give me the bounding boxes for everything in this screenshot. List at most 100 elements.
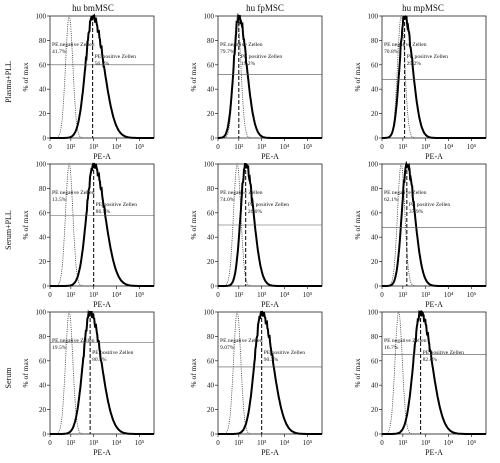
y-tick-label: 0 — [211, 283, 215, 291]
y-axis-label: % of max — [353, 358, 362, 387]
y-tick-label: 100 — [368, 13, 379, 21]
x-tick-label: 10⁵ — [467, 439, 477, 447]
x-tick-label: 10² — [234, 439, 243, 447]
y-tick-label: 0 — [375, 135, 379, 143]
gate-positive-percent: 90.3% — [264, 357, 279, 363]
y-tick-label: 0 — [43, 431, 47, 439]
x-axis-label: PE-A — [93, 152, 111, 161]
histogram-panel: 0 20 40 60 80 100 0 10² 10³ 10⁴ 10⁵ % of max PE-A PE … — [189, 13, 323, 161]
x-tick-label: 0 — [216, 291, 220, 299]
gate-negative-label: PE negative Zellen — [384, 338, 427, 344]
x-tick-label: 10² — [234, 143, 243, 151]
x-tick-label: 10⁵ — [135, 291, 145, 299]
y-axis-label: % of max — [353, 62, 362, 91]
gate-negative-percent: 62.1% — [384, 197, 399, 203]
histogram-panel: 0 20 40 60 80 100 0 10² 10³ 10⁴ 10⁵ % of max PE-A PE … — [21, 13, 155, 161]
column-title-bmmsc: hu bmMSC — [72, 3, 114, 13]
column-title-fpmsc: hu fpMSC — [246, 3, 284, 13]
histogram-panel: 0 20 40 60 80 100 0 10² 10³ 10⁴ 10⁵ % of max PE-A PE … — [353, 160, 487, 309]
gate-negative-label: PE negative Zellen — [384, 42, 427, 48]
stained-histogram-curve — [382, 160, 486, 287]
gate-positive-percent: 26.0% — [248, 209, 263, 215]
y-tick-label: 60 — [39, 61, 47, 69]
histogram-panel: 0 20 40 60 80 100 0 10² 10³ 10⁴ 10⁵ % of max PE-A PE … — [21, 161, 155, 309]
y-tick-label: 60 — [39, 209, 47, 217]
gate-negative-label: PE negative Zellen — [220, 190, 263, 196]
y-tick-label: 60 — [371, 357, 379, 365]
gate-positive-percent: 82.4% — [423, 357, 438, 363]
x-tick-label: 10⁵ — [303, 143, 313, 151]
x-tick-label: 10⁴ — [112, 291, 122, 299]
x-tick-label: 10² — [398, 291, 407, 299]
stained-histogram-curve — [50, 13, 154, 139]
gate-positive-label: PE positive Zellen — [96, 202, 138, 208]
y-axis-label: % of max — [353, 210, 362, 239]
y-tick-label: 100 — [204, 161, 215, 169]
x-axis-label: PE-A — [93, 300, 111, 309]
x-tick-label: 0 — [216, 143, 220, 151]
histogram-panel: 0 20 40 60 80 100 0 10² 10³ 10⁴ 10⁵ % of max PE-A PE … — [353, 13, 487, 161]
y-tick-label: 80 — [39, 185, 47, 193]
x-axis-label: PE-A — [261, 448, 279, 457]
x-tick-label: 10⁴ — [280, 439, 290, 447]
y-tick-label: 40 — [39, 382, 47, 390]
y-tick-label: 20 — [371, 258, 379, 266]
gate-negative-percent: 13.5% — [52, 197, 67, 203]
gate-positive-label: PE positive Zellen — [409, 202, 451, 208]
stained-histogram-curve — [50, 309, 154, 435]
x-tick-label: 0 — [216, 439, 220, 447]
gate-positive-label: PE positive Zellen — [423, 350, 465, 356]
x-tick-label: 10³ — [89, 291, 98, 299]
x-tick-label: 10⁴ — [112, 439, 122, 447]
x-tick-label: 0 — [48, 143, 52, 151]
y-tick-label: 0 — [375, 431, 379, 439]
x-tick-label: 0 — [48, 291, 52, 299]
gate-positive-label: PE positive Zellen — [264, 350, 306, 356]
x-tick-label: 10³ — [89, 143, 98, 151]
y-tick-label: 80 — [371, 333, 379, 341]
y-tick-label: 0 — [375, 283, 379, 291]
gate-negative-label: PE negative Zellen — [52, 42, 95, 48]
y-tick-label: 60 — [39, 357, 47, 365]
y-tick-label: 40 — [207, 382, 215, 390]
gate-positive-label: PE positive Zellen — [241, 54, 283, 60]
x-tick-label: 10³ — [421, 439, 430, 447]
stained-histogram-curve — [218, 162, 322, 287]
x-tick-label: 0 — [380, 291, 384, 299]
x-tick-label: 10² — [398, 439, 407, 447]
x-axis-label: PE-A — [93, 448, 111, 457]
y-tick-label: 20 — [207, 406, 215, 414]
y-axis-label: % of max — [189, 210, 198, 239]
y-tick-label: 0 — [211, 431, 215, 439]
y-tick-label: 20 — [207, 110, 215, 118]
x-tick-label: 10⁵ — [303, 291, 313, 299]
gate-negative-percent: 41.7% — [52, 49, 67, 55]
control-histogram-curve — [50, 163, 154, 287]
stained-histogram-curve — [382, 309, 486, 435]
control-histogram-curve — [50, 311, 154, 435]
gate-positive-percent: 29.2% — [407, 61, 422, 67]
x-tick-label: 10² — [66, 439, 75, 447]
y-tick-label: 60 — [371, 209, 379, 217]
y-tick-label: 20 — [371, 110, 379, 118]
y-tick-label: 100 — [36, 161, 47, 169]
x-tick-label: 10² — [234, 291, 243, 299]
y-axis-label: % of max — [189, 62, 198, 91]
x-tick-label: 10⁴ — [112, 143, 122, 151]
y-tick-label: 100 — [368, 309, 379, 317]
gate-negative-label: PE negative Zellen — [384, 190, 427, 196]
y-tick-label: 100 — [204, 13, 215, 21]
y-tick-label: 80 — [207, 333, 215, 341]
gate-positive-label: PE positive Zellen — [95, 54, 137, 60]
y-tick-label: 100 — [204, 309, 215, 317]
y-tick-label: 40 — [207, 234, 215, 242]
y-axis-label: % of max — [189, 358, 198, 387]
y-tick-label: 80 — [207, 37, 215, 45]
x-tick-label: 10² — [398, 143, 407, 151]
gate-positive-label: PE positive Zellen — [407, 54, 449, 60]
x-axis-label: PE-A — [261, 300, 279, 309]
y-tick-label: 40 — [39, 234, 47, 242]
y-tick-label: 20 — [39, 406, 47, 414]
y-tick-label: 40 — [39, 86, 47, 94]
plot-frame — [49, 163, 155, 287]
